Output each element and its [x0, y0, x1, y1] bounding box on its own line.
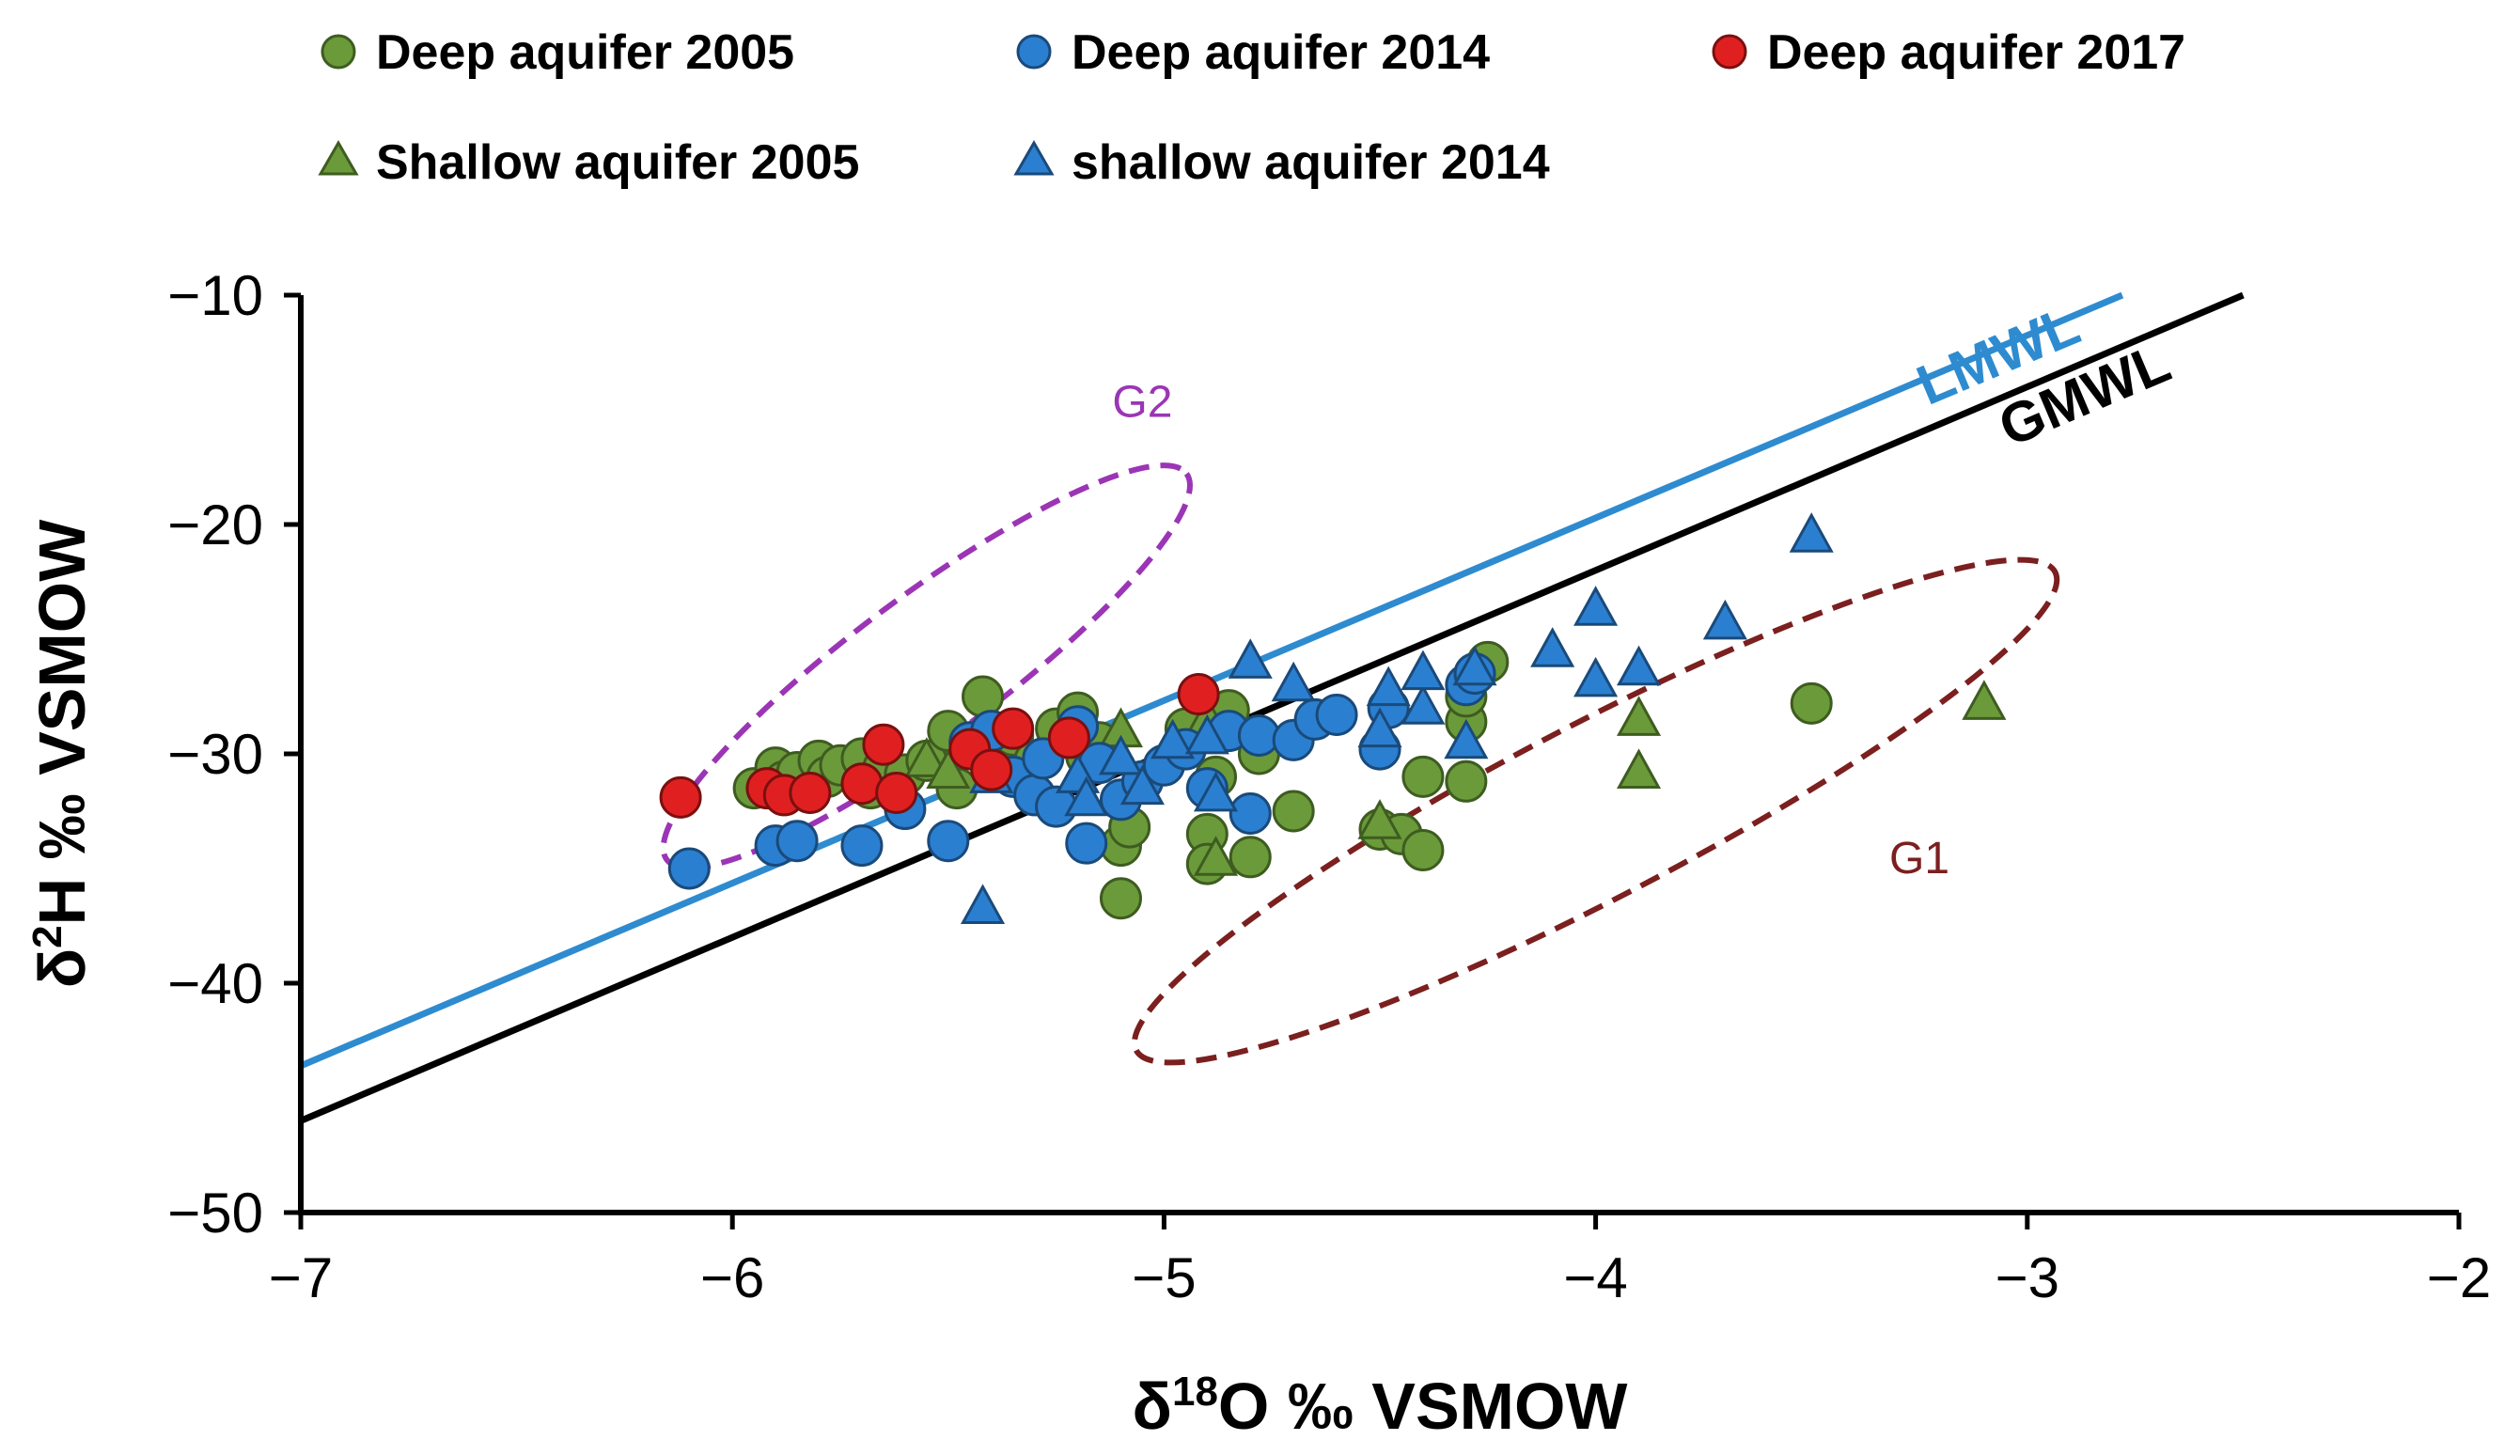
point-shallow-aquifer-2005	[1616, 748, 1662, 790]
point-shallow-aquifer-2014	[960, 884, 1006, 924]
point-shallow-aquifer-2014	[1573, 586, 1619, 626]
y-tick-label: −20	[167, 493, 263, 556]
ticks: −7 −6 −5 −4 −3 −2 −10 −20 −30 −40 −50	[167, 264, 2491, 1309]
point-shallow-aquifer-2014	[1184, 713, 1229, 755]
point-deep-aquifer-2014	[667, 847, 711, 890]
legend-item-deep-2017: Deep aquifer 2017	[1712, 25, 2185, 80]
point-shallow-aquifer-2014	[1366, 665, 1411, 707]
point-deep-aquifer-2017	[659, 775, 702, 819]
point-shallow-aquifer-2014	[1119, 764, 1165, 806]
point-deep-aquifer-2014	[1237, 713, 1280, 757]
group-ellipses: G2 G1	[660, 377, 2060, 1066]
point-deep-aquifer-2005	[1401, 755, 1445, 798]
legend-item-shallow-2005: Shallow aquifer 2005	[318, 135, 859, 190]
x-tick-label: −2	[2427, 1246, 2491, 1309]
legend-marker-shallow-2014	[1013, 139, 1055, 176]
x-tick-label: −4	[1563, 1246, 1627, 1309]
point-shallow-aquifer-2005	[1962, 680, 2007, 720]
point-shallow-aquifer-2005	[926, 748, 971, 790]
point-shallow-aquifer-2005	[1357, 799, 1402, 839]
point-deep-aquifer-2014	[840, 824, 884, 868]
point-shallow-aquifer-2014	[1401, 650, 1446, 691]
point-shallow-aquifer-2014	[1228, 638, 1273, 679]
point-deep-aquifer-2017	[840, 762, 884, 806]
point-deep-aquifer-2005	[962, 675, 1005, 718]
point-shallow-aquifer-2014	[1616, 645, 1662, 686]
legend-label-shallow-2014: shallow aquifer 2014	[1072, 135, 1550, 190]
point-deep-aquifer-2005	[1272, 790, 1315, 833]
point-shallow-aquifer-2014	[1530, 627, 1575, 667]
point-deep-aquifer-2005	[1229, 836, 1272, 879]
y-axis-title: δ2H ‰ VSMOW	[24, 520, 99, 989]
point-shallow-aquifer-2014	[1064, 775, 1109, 817]
legend-item-shallow-2014: shallow aquifer 2014	[1013, 135, 1550, 190]
legend-item-deep-2014: Deep aquifer 2014	[1016, 25, 1490, 80]
point-shallow-aquifer-2014	[1573, 656, 1619, 697]
point-shallow-aquifer-2014	[1098, 734, 1144, 775]
point-shallow-aquifer-2014	[1789, 512, 1834, 553]
point-shallow-aquifer-2005	[1193, 836, 1239, 876]
point-deep-aquifer-2017	[789, 771, 832, 814]
point-deep-aquifer-2017	[862, 723, 905, 766]
data-markers	[659, 512, 2007, 924]
y-tick-label: −10	[167, 264, 263, 327]
legend-marker-shallow-2005	[318, 139, 359, 176]
x-tick-label: −3	[1996, 1246, 2059, 1309]
legend-label-deep-2014: Deep aquifer 2014	[1072, 25, 1490, 80]
point-deep-aquifer-2014	[775, 820, 819, 863]
y-tick-label: −50	[167, 1182, 263, 1245]
point-shallow-aquifer-2014	[1452, 645, 1497, 686]
point-deep-aquifer-2014	[1315, 694, 1358, 737]
y-tick-label: −30	[167, 723, 263, 786]
legend-marker-deep-2014	[1016, 34, 1052, 70]
point-deep-aquifer-2017	[875, 771, 918, 814]
point-shallow-aquifer-2005	[904, 737, 949, 777]
point-deep-aquifer-2017	[1047, 716, 1090, 759]
point-deep-aquifer-2005	[1099, 877, 1142, 920]
point-deep-aquifer-2017	[1177, 673, 1220, 716]
point-deep-aquifer-2005	[1445, 759, 1488, 803]
legend-label-deep-2017: Deep aquifer 2017	[1767, 25, 2185, 80]
y-tick-label: −40	[167, 952, 263, 1015]
legend: Deep aquifer 2005 Deep aquifer 2014 Deep…	[318, 25, 2185, 190]
group-ellipse-g1	[1131, 556, 2060, 1066]
x-tick-label: −6	[700, 1246, 764, 1309]
point-deep-aquifer-2014	[927, 820, 970, 863]
point-shallow-aquifer-2014	[1357, 707, 1402, 748]
point-deep-aquifer-2017	[992, 707, 1035, 750]
point-deep-aquifer-2017	[970, 748, 1013, 791]
point-shallow-aquifer-2014	[1271, 661, 1316, 702]
legend-marker-deep-2005	[321, 34, 356, 70]
point-deep-aquifer-2005	[1401, 828, 1445, 871]
legend-label-deep-2005: Deep aquifer 2005	[376, 25, 794, 80]
legend-item-deep-2005: Deep aquifer 2005	[321, 25, 794, 80]
group-label-g1: G1	[1889, 834, 1949, 884]
point-deep-aquifer-2014	[1229, 791, 1272, 835]
gmwl-line	[299, 291, 2245, 1124]
point-deep-aquifer-2014	[1065, 822, 1108, 865]
x-tick-label: −5	[1132, 1246, 1196, 1309]
point-shallow-aquifer-2005	[1616, 696, 1662, 736]
x-tick-label: −7	[269, 1246, 333, 1309]
legend-label-shallow-2005: Shallow aquifer 2005	[376, 135, 859, 190]
point-shallow-aquifer-2014	[1401, 684, 1446, 725]
point-shallow-aquifer-2014	[1444, 718, 1489, 759]
legend-marker-deep-2017	[1712, 34, 1747, 70]
x-axis-title: δ18O ‰ VSMOW	[1133, 1369, 1628, 1443]
point-deep-aquifer-2005	[1790, 681, 1833, 725]
point-shallow-aquifer-2014	[1702, 599, 1747, 640]
point-shallow-aquifer-2014	[1150, 718, 1196, 759]
point-shallow-aquifer-2014	[1193, 771, 1239, 812]
group-label-g2: G2	[1112, 377, 1172, 427]
